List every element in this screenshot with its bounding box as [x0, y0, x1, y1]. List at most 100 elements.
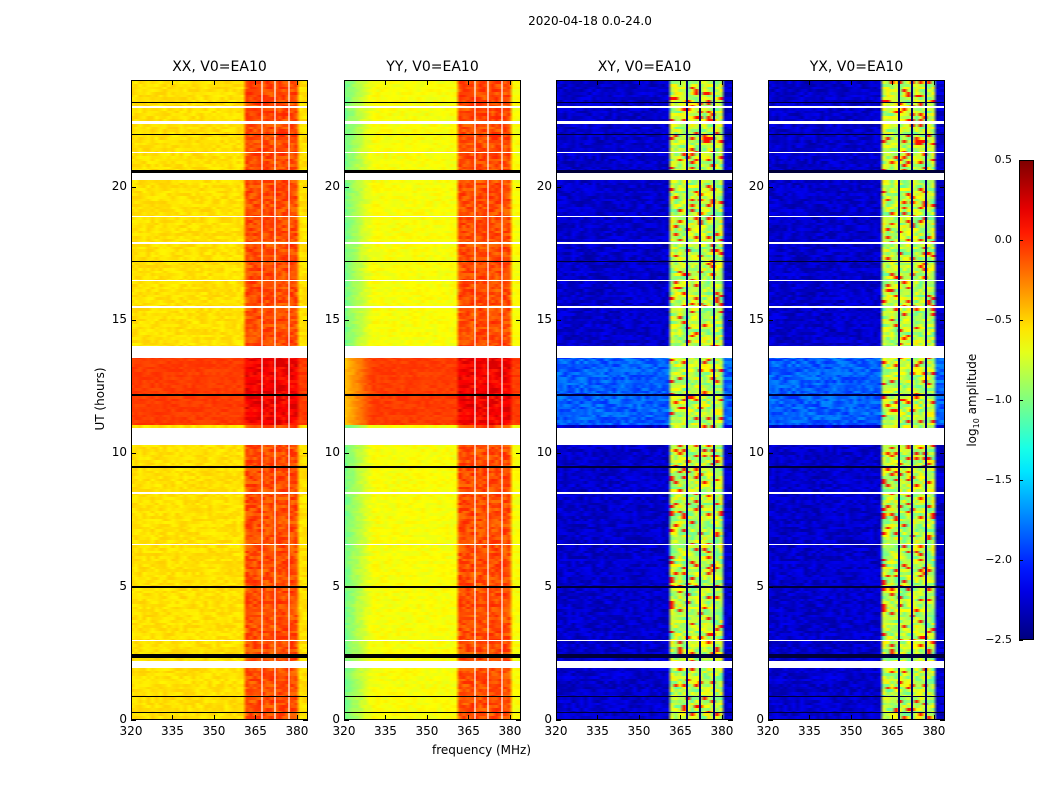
heatmap-row — [345, 222, 520, 226]
heatmap-row — [769, 403, 944, 407]
heatmap-row — [769, 395, 944, 399]
heatmap-row — [132, 523, 307, 527]
heatmap-row — [769, 518, 944, 522]
heatmap-row — [769, 547, 944, 551]
heatmap-row — [345, 390, 520, 394]
heatmap-row — [132, 555, 307, 559]
flagged-row — [345, 543, 520, 546]
x-tick — [509, 80, 511, 85]
heatmap-row — [345, 633, 520, 637]
heatmap-row — [345, 643, 520, 647]
heatmap-row — [557, 566, 732, 570]
heatmap-row — [345, 406, 520, 410]
heatmap-row — [769, 555, 944, 559]
heatmap-row — [132, 395, 307, 399]
heatmap-row — [769, 566, 944, 570]
heatmap-row — [769, 705, 944, 709]
heatmap-row — [769, 153, 944, 157]
heatmap-row — [345, 537, 520, 541]
heatmap-row — [132, 577, 307, 581]
heatmap-row — [557, 558, 732, 562]
heatmap-row — [345, 187, 520, 191]
colorbar-tick-label: −2.0 — [985, 553, 1012, 566]
heatmap-row — [769, 291, 944, 295]
heatmap-row — [769, 331, 944, 335]
heatmap-row — [132, 489, 307, 493]
heatmap-row — [345, 206, 520, 210]
heatmap-row — [557, 547, 732, 551]
heatmap-row — [557, 614, 732, 618]
heatmap-row — [345, 699, 520, 703]
heatmap-row — [132, 627, 307, 631]
heatmap-row — [557, 409, 732, 413]
heatmap-row — [345, 558, 520, 562]
heatmap-row — [557, 155, 732, 159]
heatmap-row — [345, 387, 520, 391]
flagged-row — [769, 106, 944, 108]
heatmap-row — [557, 571, 732, 575]
heatmap-row — [557, 505, 732, 509]
heatmap-row — [132, 379, 307, 383]
heatmap-row — [769, 390, 944, 394]
heatmap-row — [557, 553, 732, 557]
y-tick — [131, 720, 136, 721]
heatmap-row — [345, 283, 520, 287]
black-flag-line — [557, 101, 732, 103]
heatmap-row — [345, 611, 520, 615]
heatmap-row — [557, 641, 732, 645]
heatmap-row — [132, 206, 307, 210]
x-tick — [213, 80, 215, 85]
heatmap-row — [132, 667, 307, 671]
heatmap-row — [345, 507, 520, 511]
heatmap-row — [769, 649, 944, 653]
heatmap-row — [557, 267, 732, 271]
y-tick — [516, 320, 521, 321]
x-tick-label: 365 — [881, 724, 904, 738]
heatmap-row — [132, 361, 307, 365]
heatmap-row — [345, 339, 520, 343]
heatmap-row — [345, 561, 520, 565]
heatmap-row — [345, 267, 520, 271]
heatmap-row — [345, 153, 520, 157]
heatmap-row — [769, 307, 944, 311]
heatmap-row — [769, 553, 944, 557]
heatmap-row — [132, 323, 307, 327]
heatmap-row — [132, 683, 307, 687]
heatmap-row — [345, 422, 520, 426]
heatmap-row — [769, 209, 944, 213]
heatmap-row — [769, 211, 944, 215]
x-tick — [385, 715, 387, 720]
heatmap-row — [769, 134, 944, 138]
heatmap-row — [132, 342, 307, 346]
flagged-row — [132, 173, 307, 180]
heatmap-row — [132, 617, 307, 621]
flagged-row — [769, 215, 944, 218]
heatmap-row — [345, 547, 520, 551]
heatmap-row — [557, 667, 732, 671]
heatmap-row — [345, 86, 520, 90]
heatmap-row — [132, 398, 307, 402]
y-tick — [940, 320, 945, 321]
heatmap-row — [345, 489, 520, 493]
heatmap-row — [132, 598, 307, 602]
heatmap-row — [769, 475, 944, 479]
heatmap-row — [132, 222, 307, 226]
x-tick — [933, 80, 935, 85]
heatmap-row — [345, 411, 520, 415]
heatmap-row — [345, 683, 520, 687]
heatmap-row — [132, 710, 307, 714]
heatmap-row — [132, 691, 307, 695]
heatmap-row — [345, 449, 520, 453]
y-tick-label: 0 — [332, 712, 340, 726]
y-tick — [303, 320, 308, 321]
heatmap-row — [345, 619, 520, 623]
y-tick — [556, 586, 561, 588]
heatmap-row — [557, 326, 732, 330]
heatmap-row — [132, 526, 307, 530]
heatmap-row — [132, 571, 307, 575]
heatmap-row — [769, 683, 944, 687]
heatmap-row — [769, 315, 944, 319]
heatmap-row — [132, 369, 307, 373]
heatmap-row — [345, 451, 520, 455]
heatmap-row — [769, 657, 944, 661]
